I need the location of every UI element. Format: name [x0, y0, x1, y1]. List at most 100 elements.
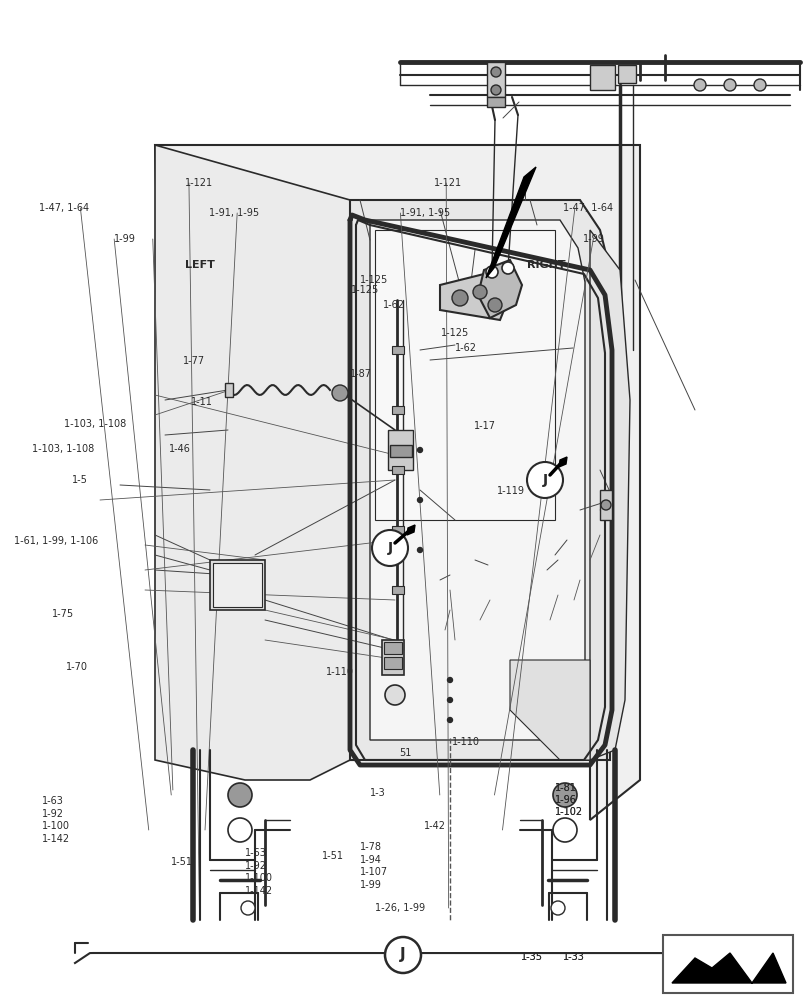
Circle shape — [447, 718, 452, 722]
Polygon shape — [155, 145, 639, 820]
Bar — [389, 445, 411, 457]
Polygon shape — [478, 260, 521, 318]
Polygon shape — [155, 145, 349, 780]
Circle shape — [417, 448, 422, 452]
Text: 1-121: 1-121 — [185, 178, 213, 188]
Bar — [599, 490, 611, 520]
Bar — [487, 62, 504, 97]
Circle shape — [723, 79, 735, 91]
Polygon shape — [558, 457, 566, 467]
Text: 1-99: 1-99 — [114, 234, 136, 244]
Text: 1-5: 1-5 — [72, 475, 88, 485]
Text: J: J — [542, 473, 547, 487]
Circle shape — [417, 497, 422, 502]
Bar — [213, 563, 262, 607]
Bar — [392, 406, 403, 414]
Text: 1-26, 1-99: 1-26, 1-99 — [375, 903, 425, 913]
Polygon shape — [374, 230, 554, 520]
Text: 1-75: 1-75 — [51, 609, 74, 619]
Text: 1-125: 1-125 — [440, 328, 468, 338]
Polygon shape — [349, 200, 609, 760]
Circle shape — [332, 385, 348, 401]
Text: 1-51: 1-51 — [171, 857, 193, 867]
Polygon shape — [439, 270, 509, 320]
Text: 1-91, 1-95: 1-91, 1-95 — [209, 208, 259, 218]
Circle shape — [601, 500, 610, 510]
Polygon shape — [369, 220, 585, 740]
Text: 1-62: 1-62 — [454, 343, 476, 353]
Bar — [210, 560, 265, 610]
Circle shape — [753, 79, 765, 91]
Bar — [392, 466, 403, 474]
Text: 1-99: 1-99 — [582, 234, 604, 244]
Bar — [589, 65, 614, 90]
Text: 1-119: 1-119 — [496, 486, 524, 496]
Text: 1-125: 1-125 — [360, 275, 388, 285]
Polygon shape — [671, 953, 785, 983]
Text: 1-91, 1-95: 1-91, 1-95 — [400, 208, 450, 218]
Text: 1-46: 1-46 — [169, 444, 190, 454]
Text: 1-17: 1-17 — [474, 421, 495, 431]
Circle shape — [372, 530, 407, 566]
Bar — [388, 430, 413, 470]
Text: J: J — [400, 948, 406, 962]
Circle shape — [228, 783, 251, 807]
Text: 1-103, 1-108: 1-103, 1-108 — [32, 444, 94, 454]
Bar — [618, 65, 635, 83]
Circle shape — [491, 67, 500, 77]
Circle shape — [241, 901, 255, 915]
Circle shape — [485, 266, 497, 278]
Circle shape — [552, 818, 577, 842]
Circle shape — [693, 79, 705, 91]
Circle shape — [472, 285, 487, 299]
Circle shape — [385, 937, 421, 973]
Text: 1-3: 1-3 — [369, 788, 385, 798]
Text: 1-47, 1-64: 1-47, 1-64 — [562, 203, 612, 213]
Text: RIGHT: RIGHT — [526, 260, 565, 270]
Polygon shape — [509, 660, 589, 760]
Bar — [381, 640, 403, 675]
Bar — [392, 586, 403, 594]
Text: 1-47, 1-64: 1-47, 1-64 — [39, 203, 88, 213]
Text: 1-81
1-96
1-102: 1-81 1-96 1-102 — [554, 783, 582, 817]
Text: 1-81
1-96
1-102: 1-81 1-96 1-102 — [554, 783, 582, 817]
Bar — [392, 526, 403, 534]
Circle shape — [451, 290, 467, 306]
Circle shape — [447, 698, 452, 702]
Text: 1-42: 1-42 — [423, 821, 445, 831]
Bar — [487, 97, 504, 107]
Text: 1-70: 1-70 — [66, 662, 88, 672]
Text: 51: 51 — [399, 748, 411, 758]
Polygon shape — [485, 167, 536, 278]
Bar — [225, 383, 233, 397]
Circle shape — [491, 85, 500, 95]
Circle shape — [487, 298, 501, 312]
Polygon shape — [589, 230, 630, 760]
Circle shape — [228, 818, 251, 842]
Text: 1-78
1-94
1-107
1-99: 1-78 1-94 1-107 1-99 — [360, 842, 388, 890]
Text: J: J — [387, 541, 392, 555]
Text: 1-125: 1-125 — [351, 285, 379, 295]
Text: 1-63
1-92
1-100
1-142: 1-63 1-92 1-100 1-142 — [245, 848, 273, 896]
Circle shape — [552, 783, 577, 807]
Circle shape — [385, 685, 405, 705]
Polygon shape — [406, 525, 414, 535]
Circle shape — [526, 462, 562, 498]
Text: 1-87: 1-87 — [349, 369, 371, 379]
Text: 1-35: 1-35 — [520, 952, 542, 962]
Bar — [384, 642, 402, 654]
Text: 1-35: 1-35 — [520, 952, 542, 962]
Circle shape — [417, 548, 422, 552]
Bar — [392, 346, 403, 354]
Text: 1-33: 1-33 — [562, 952, 584, 962]
Text: 1-77: 1-77 — [183, 356, 206, 366]
Text: 1-51: 1-51 — [321, 851, 343, 861]
Text: 1-103, 1-108: 1-103, 1-108 — [64, 419, 126, 429]
Text: 1-61, 1-99, 1-106: 1-61, 1-99, 1-106 — [14, 536, 99, 546]
Text: 1-63
1-92
1-100
1-142: 1-63 1-92 1-100 1-142 — [42, 796, 70, 844]
Circle shape — [550, 901, 565, 915]
Bar — [384, 657, 402, 669]
Text: 1-121: 1-121 — [434, 178, 462, 188]
Text: 1-62: 1-62 — [382, 300, 404, 310]
Text: 1-110: 1-110 — [451, 737, 479, 747]
